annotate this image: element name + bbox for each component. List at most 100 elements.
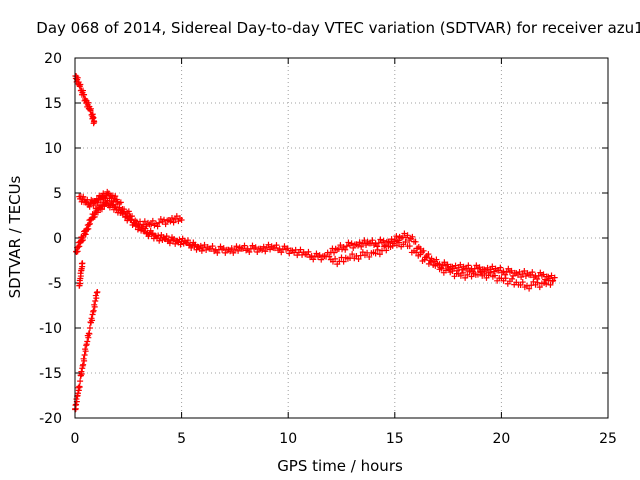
data-point bbox=[91, 118, 98, 125]
data-point bbox=[112, 193, 119, 200]
data-point bbox=[173, 213, 180, 220]
data-point bbox=[340, 258, 347, 265]
data-point bbox=[188, 244, 195, 251]
data-point bbox=[318, 256, 325, 263]
data-point bbox=[391, 238, 398, 245]
data-point bbox=[94, 289, 101, 295]
data-point bbox=[452, 262, 459, 269]
data-point bbox=[235, 247, 242, 254]
data-point bbox=[86, 203, 93, 210]
data-point bbox=[465, 262, 472, 269]
x-axis-label: GPS time / hours bbox=[277, 457, 403, 475]
data-point bbox=[166, 240, 173, 247]
data-point bbox=[125, 208, 132, 215]
data-point bbox=[519, 279, 526, 286]
data-point bbox=[129, 213, 136, 220]
data-point bbox=[149, 217, 156, 224]
data-point bbox=[406, 243, 413, 250]
data-point bbox=[383, 247, 390, 254]
data-point bbox=[526, 285, 533, 292]
data-point bbox=[374, 246, 381, 253]
data-point bbox=[170, 219, 177, 226]
data-point bbox=[516, 268, 523, 275]
data-point bbox=[162, 221, 169, 228]
data-point bbox=[228, 245, 235, 252]
data-point bbox=[409, 233, 416, 240]
data-point bbox=[502, 275, 509, 282]
data-point bbox=[220, 245, 227, 252]
data-point bbox=[81, 91, 88, 98]
data-point bbox=[464, 271, 471, 278]
data-point bbox=[547, 281, 554, 288]
data-point bbox=[372, 250, 379, 257]
data-point bbox=[92, 298, 99, 304]
y-axis-label: SDTVAR / TECUs bbox=[6, 175, 24, 298]
data-point bbox=[505, 265, 512, 272]
series-upper-branch bbox=[76, 188, 185, 231]
data-point bbox=[76, 384, 83, 390]
data-point bbox=[529, 269, 536, 276]
data-point bbox=[460, 269, 467, 276]
data-point bbox=[536, 284, 543, 291]
data-markers bbox=[72, 73, 558, 413]
data-point bbox=[89, 317, 96, 324]
data-point bbox=[534, 279, 541, 286]
x-tick-label: 10 bbox=[279, 431, 297, 447]
data-point bbox=[214, 249, 221, 256]
data-point bbox=[141, 218, 148, 225]
data-point bbox=[382, 242, 389, 249]
data-point bbox=[380, 237, 387, 244]
data-point bbox=[191, 243, 198, 250]
data-point bbox=[80, 361, 87, 368]
data-point bbox=[233, 243, 240, 250]
y-tick-label: 5 bbox=[53, 186, 62, 202]
data-point bbox=[82, 348, 89, 355]
data-point bbox=[284, 245, 291, 252]
x-tick-labels: 0 5 10 15 20 25 bbox=[71, 431, 617, 447]
data-point bbox=[281, 243, 288, 250]
data-point bbox=[246, 249, 253, 255]
data-point bbox=[177, 241, 184, 248]
data-point bbox=[81, 352, 88, 358]
data-point bbox=[468, 273, 475, 280]
data-point bbox=[376, 251, 383, 258]
data-point bbox=[484, 264, 491, 271]
data-point bbox=[543, 281, 550, 288]
data-point bbox=[148, 221, 155, 228]
data-point bbox=[154, 223, 161, 230]
series-arc-short bbox=[76, 260, 86, 289]
data-point bbox=[77, 378, 84, 385]
data-point bbox=[393, 233, 400, 240]
plot-frame bbox=[74, 57, 609, 419]
data-point bbox=[497, 264, 504, 271]
data-point bbox=[425, 251, 432, 258]
data-point bbox=[457, 261, 464, 268]
data-point bbox=[209, 243, 216, 250]
data-point bbox=[441, 259, 448, 266]
data-point bbox=[449, 268, 456, 275]
data-point bbox=[509, 275, 516, 282]
chart-title: Day 068 of 2014, Sidereal Day-to-day VTE… bbox=[36, 19, 640, 37]
data-point bbox=[260, 243, 267, 250]
data-point bbox=[434, 260, 441, 267]
x-tick-label: 15 bbox=[386, 431, 404, 447]
data-point bbox=[477, 268, 484, 275]
data-point bbox=[77, 273, 84, 280]
data-point bbox=[91, 303, 98, 310]
data-point bbox=[369, 237, 376, 244]
data-point bbox=[348, 240, 355, 247]
data-point bbox=[438, 265, 445, 272]
data-point bbox=[121, 206, 128, 213]
data-point bbox=[178, 217, 185, 223]
data-point bbox=[148, 231, 155, 238]
data-point bbox=[356, 239, 363, 246]
data-point bbox=[481, 271, 488, 277]
data-point bbox=[361, 237, 368, 244]
data-point bbox=[217, 243, 224, 250]
x-tick-label: 5 bbox=[177, 431, 186, 447]
data-point bbox=[350, 244, 357, 251]
data-point bbox=[401, 230, 408, 237]
data-point bbox=[78, 370, 85, 377]
